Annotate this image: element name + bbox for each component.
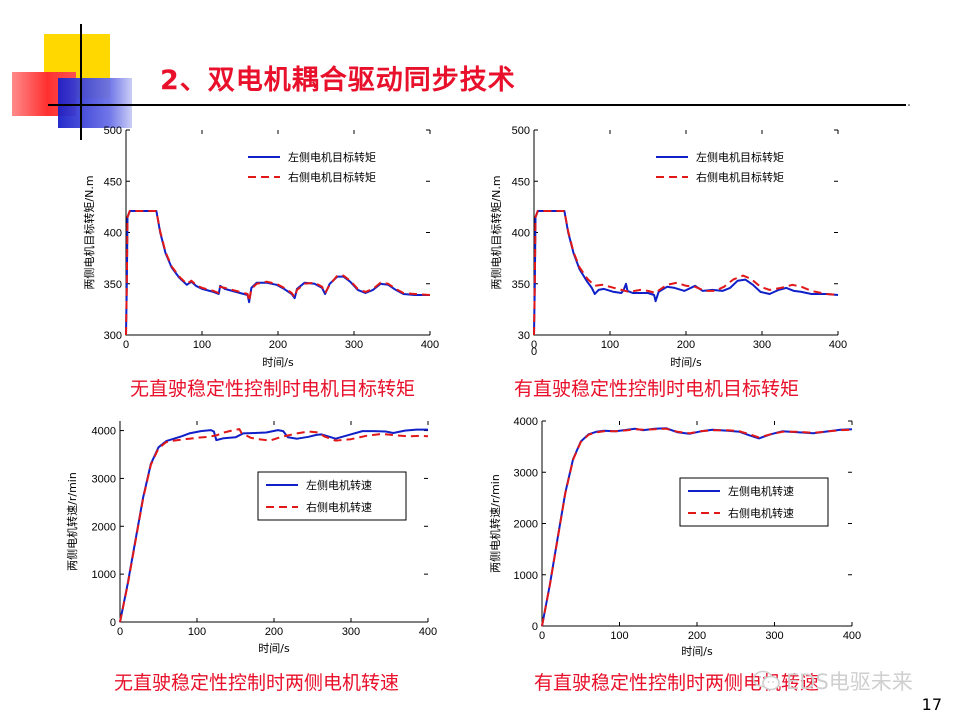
legend-label: 左侧电机转速 (728, 484, 794, 498)
x-tick-label: 300 (342, 626, 360, 638)
y-tick-label: 0 (110, 617, 116, 629)
axis-lines (125, 130, 430, 336)
y-axis-label: 两侧电机转速/r/min (65, 472, 79, 571)
watermark-text: EDS电驱未来 (786, 670, 913, 694)
series-line-right-motor (541, 427, 853, 627)
x-tick-label: 400 (419, 626, 437, 638)
x-tick-label: 300 (753, 339, 771, 351)
series-line-left-motor (541, 427, 853, 627)
legend-label: 右侧电机转速 (306, 500, 372, 514)
series-line-right-motor (125, 210, 431, 336)
axis-lines (119, 421, 428, 623)
y-tick-label: 450 (104, 176, 122, 188)
watermark: EDS电驱未来 (752, 666, 913, 696)
x-tick-label: 100 (610, 630, 628, 642)
y-tick-label: 500 (104, 125, 122, 137)
caption-chart-1: 无直驶稳定性控制时电机目标转矩 (130, 378, 416, 400)
x-tick-label: 100 (188, 626, 206, 638)
x-tick-label: 0 (531, 339, 537, 351)
y-tick-label: 400 (512, 228, 530, 240)
legend-label: 左侧电机目标转矩 (288, 150, 376, 164)
slide-title: 2、双电机耦合驱动同步技术 (160, 65, 516, 96)
legend-label: 左侧电机转速 (306, 478, 372, 492)
series-line-right-motor (119, 428, 429, 623)
x-tick-label: 200 (265, 626, 283, 638)
caption-chart-4: 有直驶稳定性控制时两侧电机转速 (534, 672, 820, 694)
y-tick-label: 30 (518, 330, 530, 342)
x-tick-label: 0 (117, 626, 123, 638)
legend-label: 右侧电机转速 (728, 506, 794, 520)
y-tick-label: 3000 (514, 467, 538, 479)
x-tick-label: 200 (688, 630, 706, 642)
x-axis-label: 时间/s (681, 645, 713, 658)
caption-chart-2: 有直驶稳定性控制时电机目标转矩 (514, 378, 800, 400)
series-line-left-motor (119, 428, 428, 623)
y-tick-label: 4000 (92, 426, 116, 438)
legend-box (257, 471, 407, 521)
y-axis-label: 两侧电机目标转矩/N.m (82, 175, 96, 289)
x-tick-label: 300 (345, 339, 363, 351)
y-tick-label: 1000 (92, 569, 116, 581)
x-tick-label: 100 (193, 339, 211, 351)
y-tick-label: 0 (532, 621, 538, 633)
x-axis-label: 时间/s (262, 356, 294, 369)
y-tick-label: 450 (512, 176, 530, 188)
series-line-right-motor (533, 210, 839, 336)
x-tick-label: 0 (123, 339, 129, 351)
wechat-icon (752, 670, 780, 691)
y-tick-label: 1000 (514, 570, 538, 582)
x-tick-label: 400 (843, 630, 861, 642)
x-tick-label: 100 (601, 339, 619, 351)
y-tick-label: 350 (104, 279, 122, 291)
x-axis-label: 时间/s (258, 642, 290, 655)
y-tick-label: 500 (512, 125, 530, 137)
legend-label: 右侧电机目标转矩 (288, 170, 376, 184)
y-tick-label: 2000 (92, 521, 116, 533)
y-tick-label: 3000 (92, 473, 116, 485)
series-line-left-motor (125, 210, 430, 336)
deco-line-end-dot (908, 104, 910, 106)
legend-box (679, 477, 829, 527)
page-number: 17 (921, 695, 942, 714)
y-axis-label: 两侧电机目标转矩/N.m (489, 175, 503, 289)
y-tick-label: 350 (512, 279, 530, 291)
deco-blue-square (58, 78, 132, 128)
axis-lines (533, 130, 838, 336)
deco-horizontal-line (48, 104, 906, 106)
y-axis-label: 两侧电机转速/r/min (488, 474, 502, 573)
x-axis-label: 时间/s (670, 356, 702, 369)
x-tick-label: 300 (765, 630, 783, 642)
x-tick-label: 0 (539, 630, 545, 642)
series-line-left-motor (533, 210, 839, 336)
y-tick-label: 2000 (514, 519, 538, 531)
y-tick-label: 400 (104, 228, 122, 240)
y-zero-label: 0 (531, 346, 537, 358)
y-tick-label: 4000 (514, 416, 538, 428)
legend-label: 左侧电机目标转矩 (696, 150, 784, 164)
legend-label: 右侧电机目标转矩 (696, 170, 784, 184)
x-tick-label: 400 (421, 339, 439, 351)
x-tick-label: 200 (269, 339, 287, 351)
x-tick-label: 200 (677, 339, 695, 351)
caption-chart-3: 无直驶稳定性控制时两侧电机转速 (114, 672, 400, 694)
deco-vertical-line (80, 24, 82, 140)
y-tick-label: 300 (104, 330, 122, 342)
x-tick-label: 400 (829, 339, 847, 351)
